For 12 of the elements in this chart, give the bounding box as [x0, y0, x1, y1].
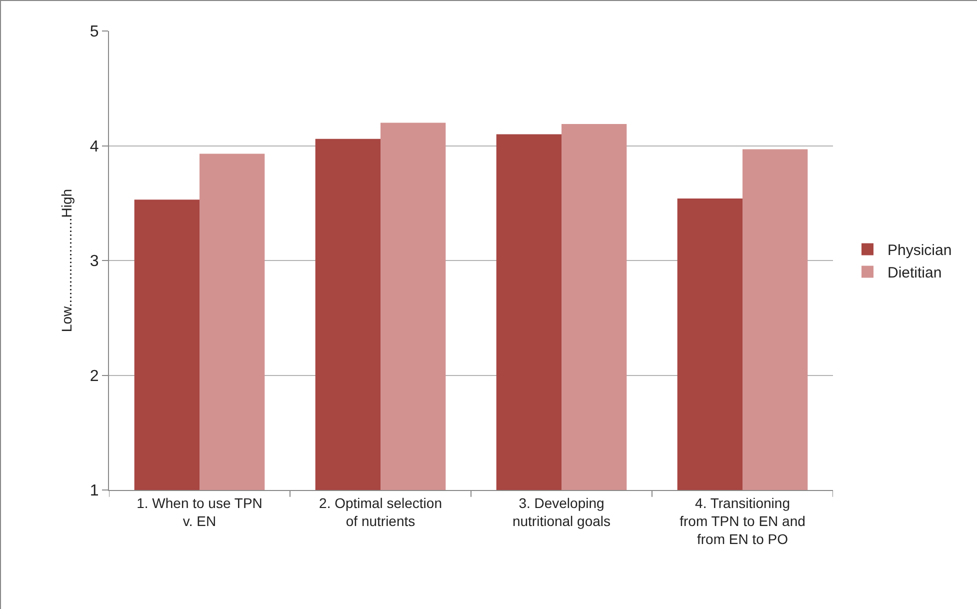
x-tick-label: 3. Developing nutritional goals [512, 494, 611, 529]
y-tick-label: 2 [90, 368, 99, 385]
y-tick-label: 1 [90, 482, 99, 500]
legend-label: Dietitian [887, 264, 942, 282]
x-tick-label: 4. Transitioning from TPN to EN and from EN to PO [680, 494, 806, 548]
y-tick-label: 3 [90, 253, 99, 270]
y-tick-label: 4 [90, 138, 99, 156]
legend-label: Physician [887, 242, 952, 260]
x-tick-label: 2. Optimal selection of nutrients [319, 494, 442, 529]
y-tick-label: 5 [90, 24, 99, 41]
y-axis-title: Low.......................High [58, 188, 74, 332]
x-tick-label: 1. When to use TPN v. EN [136, 494, 262, 529]
